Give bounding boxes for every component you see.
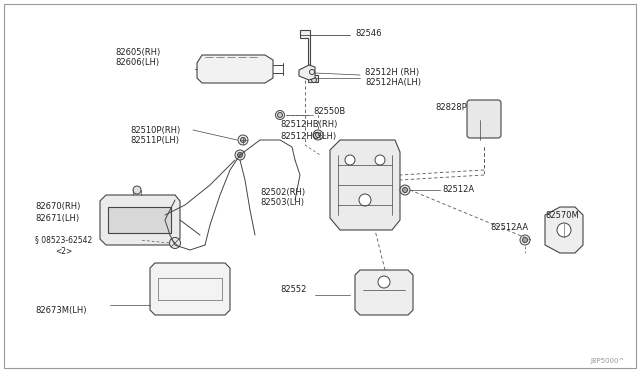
Circle shape [313, 130, 323, 140]
Text: 82503(LH): 82503(LH) [260, 199, 304, 208]
Circle shape [275, 110, 285, 119]
Text: 82552: 82552 [280, 285, 307, 295]
Circle shape [520, 235, 530, 245]
Circle shape [170, 237, 180, 248]
Text: 82570M: 82570M [545, 211, 579, 219]
Text: J8P5000^: J8P5000^ [591, 358, 625, 364]
Polygon shape [545, 207, 583, 253]
Circle shape [316, 132, 321, 138]
Text: 82512HA(LH): 82512HA(LH) [365, 78, 421, 87]
Polygon shape [355, 270, 413, 315]
Polygon shape [150, 263, 230, 315]
Text: § 08523-62542: § 08523-62542 [35, 235, 92, 244]
Circle shape [375, 155, 385, 165]
Circle shape [522, 237, 527, 243]
Circle shape [235, 150, 245, 160]
Text: 82670(RH): 82670(RH) [35, 202, 81, 212]
Polygon shape [100, 195, 180, 245]
Text: 82671(LH): 82671(LH) [35, 214, 79, 222]
Polygon shape [299, 65, 315, 80]
Circle shape [557, 223, 571, 237]
Circle shape [133, 186, 141, 194]
Text: 82828P: 82828P [435, 103, 467, 112]
Polygon shape [108, 207, 171, 233]
Text: 82550B: 82550B [313, 108, 345, 116]
Circle shape [359, 194, 371, 206]
Circle shape [312, 77, 317, 83]
Text: 82512HB(RH): 82512HB(RH) [280, 121, 337, 129]
Circle shape [241, 138, 246, 142]
Text: 82512AA: 82512AA [490, 224, 528, 232]
Text: <2>: <2> [55, 247, 72, 257]
Polygon shape [300, 30, 318, 82]
Text: 82606(LH): 82606(LH) [115, 58, 159, 67]
Text: 82510P(RH): 82510P(RH) [130, 125, 180, 135]
Circle shape [403, 187, 408, 192]
Polygon shape [330, 140, 400, 230]
Text: 82511P(LH): 82511P(LH) [130, 137, 179, 145]
Text: 82502(RH): 82502(RH) [260, 187, 305, 196]
Text: 82512HC(LH): 82512HC(LH) [280, 131, 336, 141]
Text: 82673M(LH): 82673M(LH) [35, 305, 86, 314]
Circle shape [400, 185, 410, 195]
Text: 82512A: 82512A [442, 186, 474, 195]
Polygon shape [197, 55, 273, 83]
Text: 82546: 82546 [355, 29, 381, 38]
Circle shape [237, 153, 243, 157]
FancyBboxPatch shape [467, 100, 501, 138]
Circle shape [345, 155, 355, 165]
Circle shape [378, 276, 390, 288]
Text: 82605(RH): 82605(RH) [115, 48, 160, 57]
Text: 82512H (RH): 82512H (RH) [365, 67, 419, 77]
Circle shape [278, 112, 282, 118]
Circle shape [238, 135, 248, 145]
